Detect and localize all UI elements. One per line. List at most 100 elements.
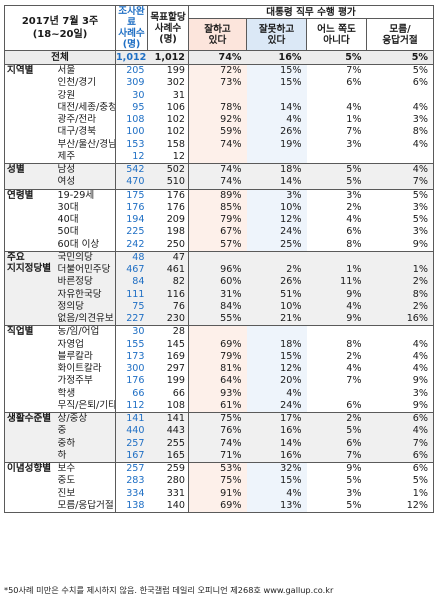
row-label: 서울 — [54, 64, 116, 78]
bad-pct — [246, 325, 307, 339]
good-pct: 96% — [188, 264, 247, 277]
bad-pct: 12% — [246, 363, 307, 376]
survey-period-line2: (18~20일) — [32, 29, 88, 40]
neither-pct — [306, 250, 367, 264]
target-count: 250 — [166, 238, 185, 250]
neither-pct: 2% — [346, 201, 362, 213]
target-count: 158 — [166, 138, 185, 150]
good-pct: 72% — [188, 64, 247, 78]
table-row: 하 167 165 71% 16% 7% 6% — [5, 449, 434, 463]
good-pct: 78% — [188, 101, 247, 114]
row-label: 강원 — [57, 89, 76, 101]
dont-know-pct: 6% — [412, 77, 429, 89]
bad-pct: 13% — [246, 499, 307, 513]
table-row: 학생 66 66 93% 4% 3% — [5, 387, 434, 400]
row-label: 더불어민주당 — [54, 264, 116, 277]
row-label: 여성 — [54, 176, 116, 189]
row-label: 진보 — [57, 487, 76, 499]
row-label: 자유한국당 — [54, 288, 116, 301]
bad-pct: 17% — [246, 412, 307, 426]
target-count: 259 — [147, 462, 189, 476]
group-label: 이념성향별 — [4, 462, 55, 513]
poll-results-table: 2017년 7월 3주 (18~20일) 조사완료 사례수 (명) 목표할당 사… — [4, 5, 435, 513]
table-row: 대구/경북 100 102 59% 26% 7% 8% — [5, 126, 434, 139]
neither-pct: 5% — [346, 475, 362, 487]
table-row: 중도 283 280 75% 15% 5% 5% — [5, 475, 434, 488]
group-label-line: 연령별 — [7, 189, 34, 201]
target-count: 31 — [172, 89, 185, 101]
target-count: 82 — [147, 276, 189, 289]
dont-know-pct: 1% — [366, 264, 434, 277]
row-label: 중하 — [54, 437, 116, 450]
bad-pct: 24% — [246, 399, 307, 413]
neither-pct: 6% — [346, 77, 362, 89]
row-label: 대전/세종/충청 — [57, 101, 116, 113]
good-pct: 59% — [188, 126, 247, 139]
target-count: 169 — [166, 350, 185, 362]
table-row: 40대 194 209 79% 12% 4% 5% — [5, 214, 434, 227]
completed-count: 75 — [115, 300, 148, 313]
total-bad-pct: 16% — [246, 50, 307, 65]
target-count: 116 — [147, 288, 189, 301]
total-row: 전체 1,012 1,012 74% 16% 5% 5% — [4, 50, 434, 65]
neither-pct: 3% — [306, 188, 367, 202]
good-pct: 74% — [188, 176, 247, 189]
good-pct: 79% — [188, 214, 247, 227]
bad-pct: 3% — [246, 188, 307, 202]
row-label: 광주/전라 — [57, 114, 97, 126]
bad-header: 잘못하고 있다 — [246, 18, 307, 51]
target-count: 66 — [172, 387, 185, 399]
table-row: 대전/세종/충청 95 106 78% 14% 4% 4% — [5, 101, 434, 114]
completed-count: 176 — [115, 201, 148, 214]
dont-know-pct: 5% — [366, 188, 434, 202]
target-count: 102 — [166, 126, 185, 138]
group-label: 지역별 — [4, 64, 55, 164]
good-pct: 89% — [188, 188, 247, 202]
completed-count: 155 — [115, 338, 148, 351]
target-count: 199 — [147, 64, 189, 78]
completed-sample-header-line2: 사례수 — [118, 28, 145, 39]
dont-know-pct: 4% — [412, 350, 429, 362]
bad-pct: 24% — [246, 226, 307, 239]
table-row: 바른정당 84 82 60% 26% 11% 2% — [5, 276, 434, 289]
completed-count: 48 — [115, 250, 148, 264]
good-pct: 69% — [188, 338, 247, 351]
row-label: 40대 — [57, 214, 79, 226]
target-count: 140 — [166, 499, 185, 511]
bad-pct: 15% — [246, 475, 307, 488]
bad-pct — [246, 250, 307, 264]
neither-pct: 5% — [306, 176, 367, 189]
dont-know-pct: 9% — [412, 238, 429, 250]
dont-know-pct: 12% — [406, 499, 429, 511]
dont-know-pct: 5% — [412, 214, 429, 226]
completed-count: 227 — [115, 313, 148, 326]
good-pct: 75% — [188, 412, 247, 426]
table-row: 블루칼라 173 169 79% 15% 2% 4% — [5, 350, 434, 363]
good-pct: 53% — [188, 462, 247, 476]
bad-pct: 14% — [246, 176, 307, 189]
dont-know-pct: 6% — [366, 412, 434, 426]
bad-pct: 32% — [246, 462, 307, 476]
neither-pct: 9% — [306, 288, 367, 301]
row-label: 없음/의견유보 — [54, 313, 116, 326]
dont-know-pct: 4% — [412, 101, 429, 113]
bad-pct: 15% — [246, 350, 307, 363]
target-count: 230 — [147, 313, 189, 326]
row-label: 농/임/어업 — [54, 325, 116, 339]
row-label: 자영업 — [57, 338, 84, 350]
neither-header: 어느 쪽도 아니다 — [306, 18, 367, 51]
dont-know-pct: 8% — [366, 288, 434, 301]
good-pct: 93% — [188, 387, 247, 400]
table-row: 부산/울산/경남 153 158 74% 19% 3% 4% — [5, 138, 434, 151]
group-label: 주요 지지정당별 — [4, 250, 55, 326]
dont-know-pct — [367, 90, 434, 102]
survey-period-header: 2017년 7월 3주 (18~20일) — [4, 5, 116, 51]
bad-pct: 16% — [246, 425, 307, 438]
group-label-line: 주요 — [7, 251, 25, 263]
completed-count: 95 — [115, 101, 148, 114]
good-pct: 55% — [188, 313, 247, 326]
dont-know-pct: 6% — [366, 449, 434, 463]
completed-count: 257 — [115, 462, 148, 476]
bad-pct: 2% — [246, 264, 307, 277]
total-dont-know-pct: 5% — [366, 50, 434, 65]
